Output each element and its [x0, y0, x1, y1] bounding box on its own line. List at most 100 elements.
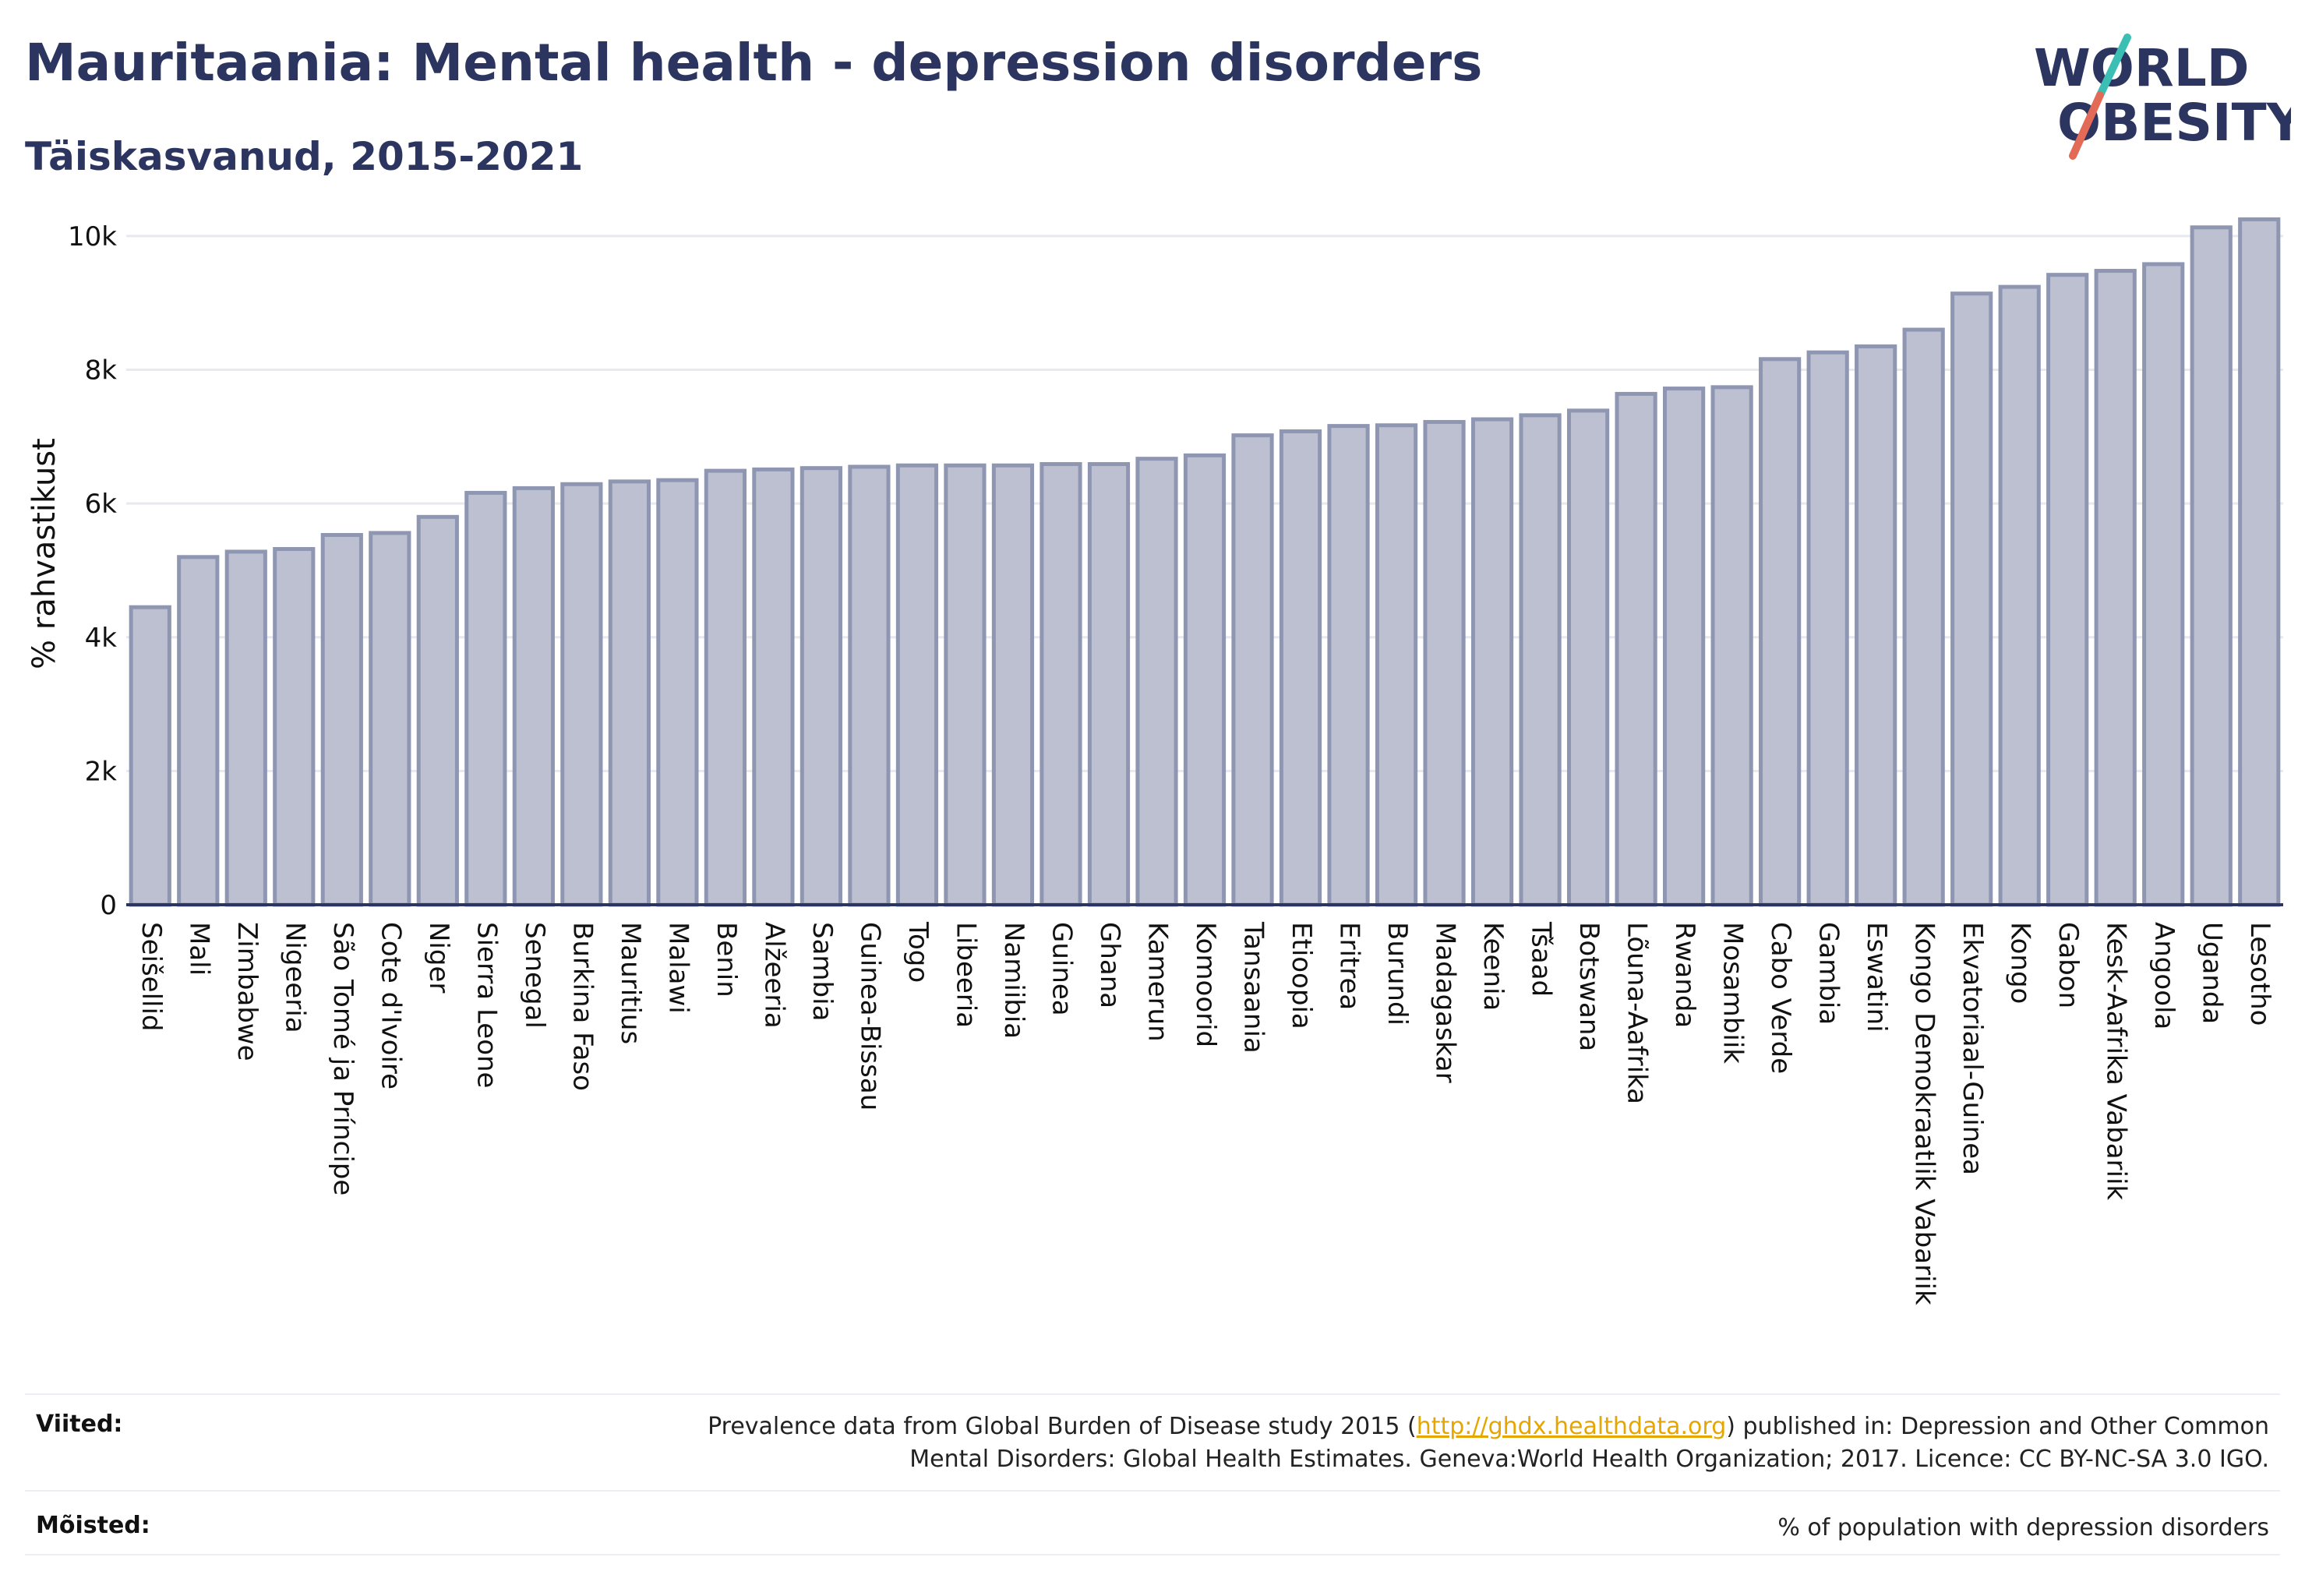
bar	[2190, 225, 2233, 907]
x-tick-label: Sambia	[807, 922, 838, 1021]
x-tick-label: Angoola	[2148, 922, 2180, 1029]
bar	[1759, 357, 1802, 907]
x-tick-label: Mauritius	[615, 922, 646, 1044]
x-tick-label: Kamerun	[1142, 922, 1173, 1042]
x-tick-label: Libeeria	[950, 922, 981, 1028]
x-tick-label: Zimbabwe	[231, 922, 263, 1061]
x-tick-label: Guinea-Bissau	[854, 922, 885, 1110]
bar	[1135, 457, 1178, 907]
bar	[129, 605, 171, 907]
y-axis-title: % rahvastikust	[26, 438, 62, 669]
x-tick-label: Burkina Faso	[567, 922, 598, 1091]
bar	[1615, 391, 1657, 907]
chart-subtitle: Täiskasvanud, 2015-2021	[25, 134, 584, 179]
x-tick-label: Tansaania	[1238, 921, 1269, 1054]
bar	[1566, 408, 1610, 907]
x-tick-label: Ekvatoriaal-Guinea	[1957, 922, 1988, 1175]
bar	[752, 467, 795, 907]
y-tick-label: 2k	[85, 756, 118, 787]
bar	[1183, 453, 1227, 907]
x-tick-label: Namiibia	[998, 922, 1029, 1039]
bar	[608, 479, 651, 907]
x-tick-label: Etioopia	[1286, 922, 1317, 1029]
x-tick-label: Ghana	[1094, 922, 1125, 1008]
bar	[2046, 273, 2089, 907]
x-tick-label: Mali	[183, 922, 214, 976]
bar	[848, 464, 891, 907]
footer-divider-bottom	[25, 1554, 2280, 1555]
x-tick-label: Lõuna-Aafrika	[1622, 922, 1653, 1104]
bar	[1470, 417, 1514, 907]
x-tick-label: Madagaskar	[1430, 922, 1461, 1083]
x-tick-label: Gambia	[1813, 922, 1844, 1025]
bar	[177, 555, 220, 907]
bar	[512, 486, 555, 907]
bar	[800, 466, 843, 907]
bar	[1902, 327, 1945, 907]
x-tick-label: Uganda	[2197, 922, 2228, 1024]
x-tick-label: Eswatini	[1861, 922, 1892, 1033]
definitions-text: % of population with depression disorder…	[1777, 1514, 2269, 1541]
x-tick-label: Malawi	[662, 922, 694, 1014]
chart-title: Mauritaania: Mental health - depression …	[25, 33, 1483, 93]
bar	[1519, 413, 1562, 907]
x-tick-label: Nigeeria	[279, 922, 310, 1033]
bar	[991, 463, 1035, 907]
x-tick-label: Senegal	[519, 922, 550, 1029]
bar	[656, 478, 699, 907]
y-tick-label: 0	[100, 890, 117, 921]
bar	[944, 463, 987, 907]
sources-line2: Mental Disorders: Global Health Estimate…	[909, 1446, 2269, 1473]
world-obesity-logo: WORLD OBESITY	[2034, 34, 2291, 160]
x-tick-label: Sierra Leone	[471, 922, 502, 1088]
logo-line1: WORLD	[2034, 38, 2250, 98]
x-tick-label: Lesotho	[2244, 922, 2275, 1026]
bar	[1998, 284, 2041, 907]
x-tick-label: Benin	[711, 922, 742, 998]
sources-label: Viited:	[36, 1411, 123, 1438]
x-tick-label: Komoorid	[1190, 922, 1221, 1047]
logo-slash-red	[2069, 91, 2104, 160]
x-tick-label: Mosambiik	[1717, 922, 1749, 1064]
x-tick-label: Rwanda	[1669, 922, 1700, 1028]
bar	[1950, 291, 1993, 907]
y-tick-label: 6k	[85, 489, 118, 520]
bar	[1279, 429, 1322, 907]
bar	[560, 482, 603, 907]
sources-post: ) published in: Depression and Other Com…	[1726, 1413, 2269, 1440]
footer-divider-middle	[25, 1490, 2280, 1492]
bar	[416, 514, 459, 907]
x-tick-label: Guinea	[1046, 922, 1077, 1016]
y-tick-label: 8k	[85, 355, 118, 387]
bar	[320, 532, 363, 907]
x-tick-label: Togo	[902, 921, 934, 983]
bar	[1663, 387, 1706, 907]
bar	[1231, 433, 1274, 907]
bar	[1423, 419, 1466, 907]
bar	[2238, 217, 2281, 907]
bar	[1040, 462, 1082, 907]
bar	[1855, 344, 1897, 907]
x-tick-label: Seišellid	[136, 922, 167, 1032]
x-tick-label: Cote d'Ivoire	[375, 922, 406, 1089]
bar	[1087, 462, 1131, 907]
x-tick-label: Gabon	[2053, 922, 2084, 1008]
x-tick-label: Kongo Demokraatlik Vabariik	[1909, 922, 1940, 1305]
bar	[224, 549, 267, 907]
x-tick-label: Burundi	[1382, 922, 1413, 1026]
footer-divider-top	[25, 1393, 2280, 1395]
bar	[464, 490, 507, 907]
bar	[1806, 350, 1849, 907]
x-tick-label: Keenia	[1477, 922, 1509, 1011]
sources-link[interactable]: http://ghdx.healthdata.org	[1416, 1413, 1727, 1440]
bar	[2142, 262, 2185, 907]
x-tick-label: Cabo Verde	[1765, 922, 1796, 1074]
footer-definitions: Mõisted: % of population with depression…	[25, 1499, 2280, 1554]
y-tick-label: 4k	[85, 623, 118, 654]
sources-line1: Prevalence data from Global Burden of Di…	[708, 1411, 2269, 1443]
bar	[369, 531, 411, 907]
x-tick-label: Eritrea	[1334, 922, 1365, 1010]
sources-pre: Prevalence data from Global Burden of Di…	[708, 1413, 1417, 1440]
bar	[1327, 424, 1370, 907]
x-tick-label: Alžeeria	[758, 922, 789, 1029]
